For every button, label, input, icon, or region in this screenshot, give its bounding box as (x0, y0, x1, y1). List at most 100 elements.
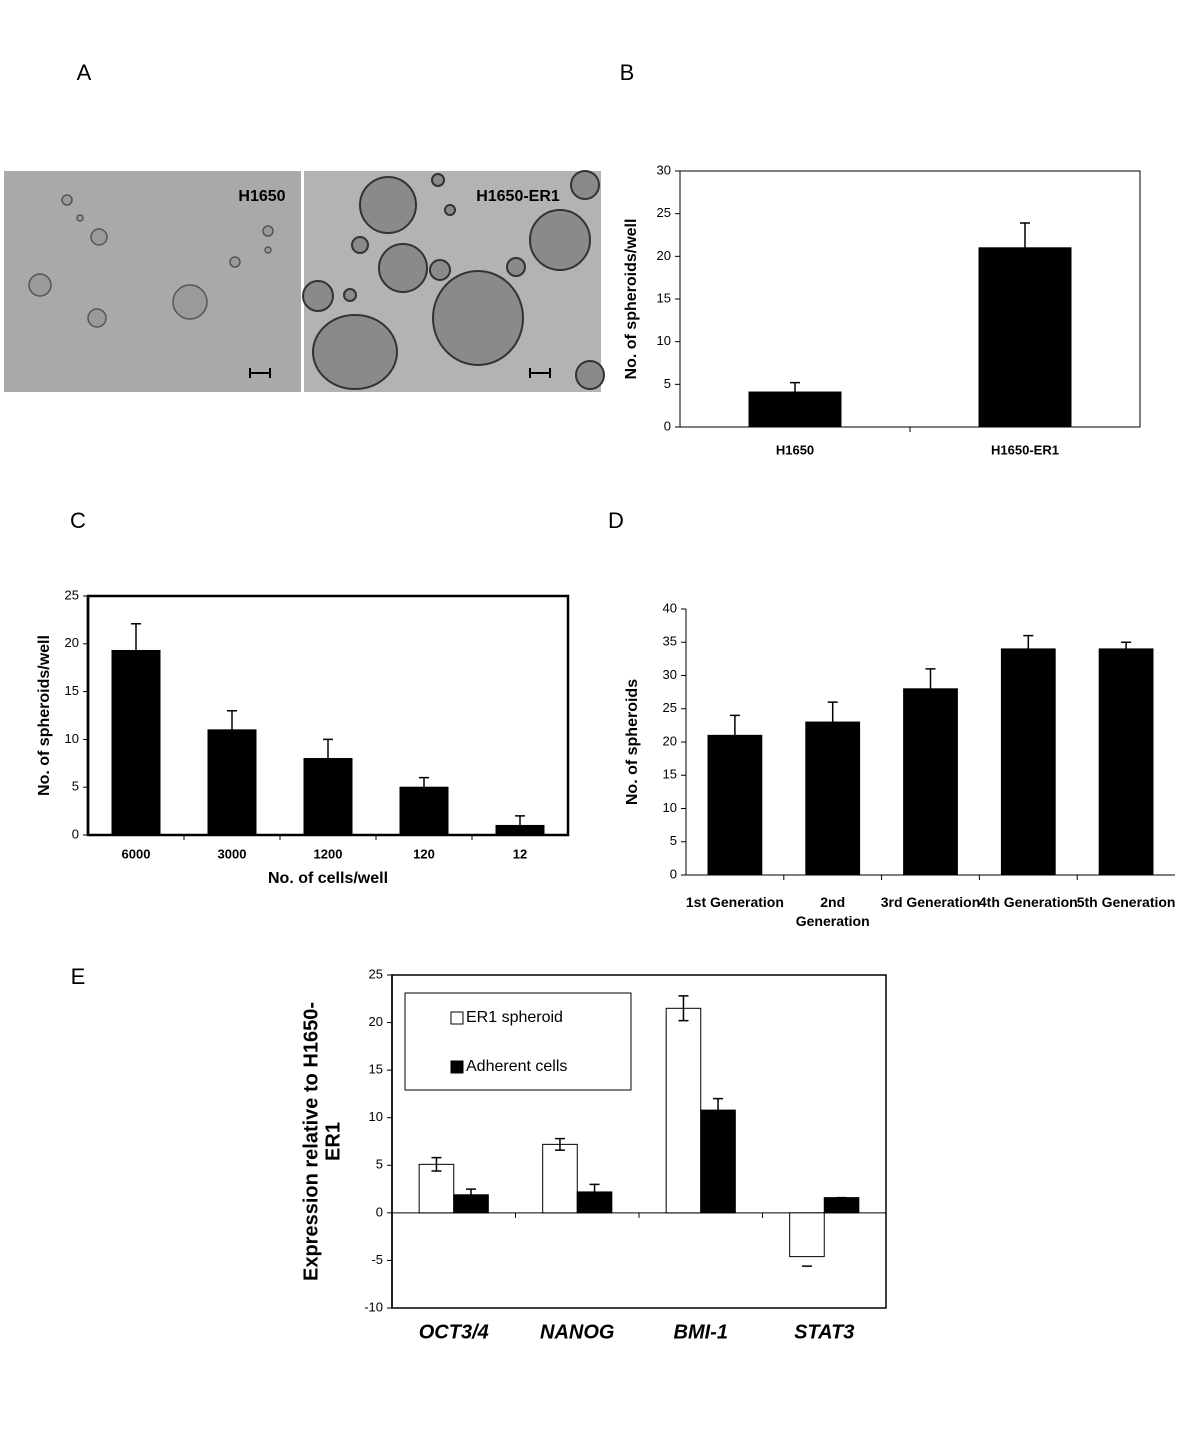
y-tick-label: 10 (369, 1109, 383, 1124)
error-bar (827, 701, 838, 723)
x-tick-label: BMI-1 (674, 1321, 728, 1343)
error-bar (515, 815, 525, 826)
y-axis-label: No. of spheroids/well (36, 635, 53, 796)
x-tick-label: 4th Generation (978, 894, 1078, 910)
bar (399, 786, 449, 836)
error-bar (790, 381, 800, 393)
y-axis-label-box: Expression relative to H1650-ER1 (300, 1002, 344, 1282)
y-tick-label: -5 (371, 1252, 383, 1267)
x-tick-label-box: 2nd Generation (795, 894, 870, 929)
bar (542, 1143, 578, 1214)
error-bar (1121, 641, 1132, 649)
y-tick-label: 10 (65, 731, 79, 746)
y-tick-label: 15 (657, 290, 671, 305)
x-tick-label: 1st Generation (685, 894, 784, 910)
error-bar (1023, 634, 1034, 649)
x-tick-label: H1650-ER1 (991, 442, 1059, 457)
y-tick-label: 5 (670, 833, 677, 848)
error-bar (589, 1183, 600, 1201)
x-tick-label: 3000 (218, 846, 247, 861)
legend-swatch (450, 1011, 464, 1025)
y-tick-label: 20 (369, 1014, 383, 1029)
panel-label: E (71, 964, 86, 989)
error-bar (925, 668, 936, 689)
y-tick-label: 5 (376, 1157, 383, 1172)
bar (978, 247, 1072, 428)
x-tick-label: 5th Generation (1076, 894, 1176, 910)
x-tick-label: 2nd Generation (795, 894, 870, 929)
x-tick-label: 12 (513, 846, 527, 861)
panel-label: A (77, 60, 92, 85)
bar (665, 1007, 702, 1214)
y-tick-label: 25 (65, 587, 79, 602)
bar (303, 758, 353, 836)
panel-label: C (70, 508, 86, 533)
bar (805, 721, 861, 876)
y-tick-label: -10 (364, 1299, 383, 1314)
panel-label: B (620, 60, 635, 85)
error-bar (227, 709, 237, 730)
bar (823, 1197, 860, 1214)
bar (111, 649, 161, 836)
x-tick-label: 120 (413, 846, 435, 861)
error-bar (323, 738, 333, 759)
x-tick-label: 6000 (122, 846, 151, 861)
bar (748, 391, 842, 428)
micrograph (4, 170, 605, 392)
x-tick-label: 3rd Generation (880, 894, 981, 910)
error-bar (554, 1137, 565, 1151)
y-tick-label: 30 (663, 667, 677, 682)
bar (1098, 648, 1154, 876)
legend-frame (404, 992, 632, 1091)
x-axis-label: No. of cells/well (268, 870, 388, 887)
y-axis-label: No. of spheroids/well (623, 219, 640, 380)
legend-label: Adherent cells (466, 1058, 567, 1075)
error-bar (678, 995, 689, 1022)
y-tick-label: 0 (664, 418, 671, 433)
y-tick-label: 25 (369, 966, 383, 981)
x-tick-label: 1200 (314, 846, 343, 861)
x-tick-label-box: 1st Generation (685, 894, 784, 910)
micrograph-label: H1650 (238, 188, 285, 205)
panel-label: D (608, 508, 624, 533)
y-tick-label: 30 (657, 162, 671, 177)
error-bar (419, 776, 429, 788)
y-tick-label: 0 (72, 826, 79, 841)
y-tick-label: 0 (670, 866, 677, 881)
bar (789, 1212, 825, 1258)
error-bar (713, 1097, 724, 1123)
bar (903, 688, 958, 876)
x-tick-label-box: 3rd Generation (880, 894, 981, 910)
y-tick-label: 15 (65, 683, 79, 698)
y-axis-label: Expression relative to H1650-ER1 (300, 1002, 344, 1282)
bar (700, 1109, 736, 1214)
y-tick-label: 10 (663, 800, 677, 815)
y-tick-label: 15 (369, 1062, 383, 1077)
x-tick-label: NANOG (540, 1321, 614, 1343)
error-bar (1020, 222, 1030, 248)
micrograph-label: H1650-ER1 (476, 188, 560, 205)
bar (707, 734, 763, 876)
y-tick-label: 35 (663, 634, 677, 649)
error-bar (431, 1156, 442, 1172)
x-tick-label-box: 5th Generation (1076, 894, 1176, 910)
y-tick-label: 40 (663, 600, 677, 615)
error-bar (729, 714, 740, 736)
bar (418, 1163, 455, 1214)
legend-swatch (450, 1060, 464, 1074)
x-tick-label: H1650 (776, 442, 814, 457)
error-bar (466, 1188, 477, 1202)
y-tick-label: 10 (657, 333, 671, 348)
y-tick-label: 20 (65, 635, 79, 650)
x-tick-label-box: 4th Generation (978, 894, 1078, 910)
y-tick-label: 25 (657, 205, 671, 220)
x-tick-label: OCT3/4 (419, 1321, 489, 1343)
y-tick-label: 25 (663, 700, 677, 715)
y-tick-label: 20 (657, 248, 671, 263)
y-tick-label: 5 (664, 376, 671, 391)
bar (495, 824, 545, 836)
bar (207, 729, 257, 836)
y-tick-label: 20 (663, 733, 677, 748)
x-tick-label: STAT3 (794, 1321, 854, 1343)
